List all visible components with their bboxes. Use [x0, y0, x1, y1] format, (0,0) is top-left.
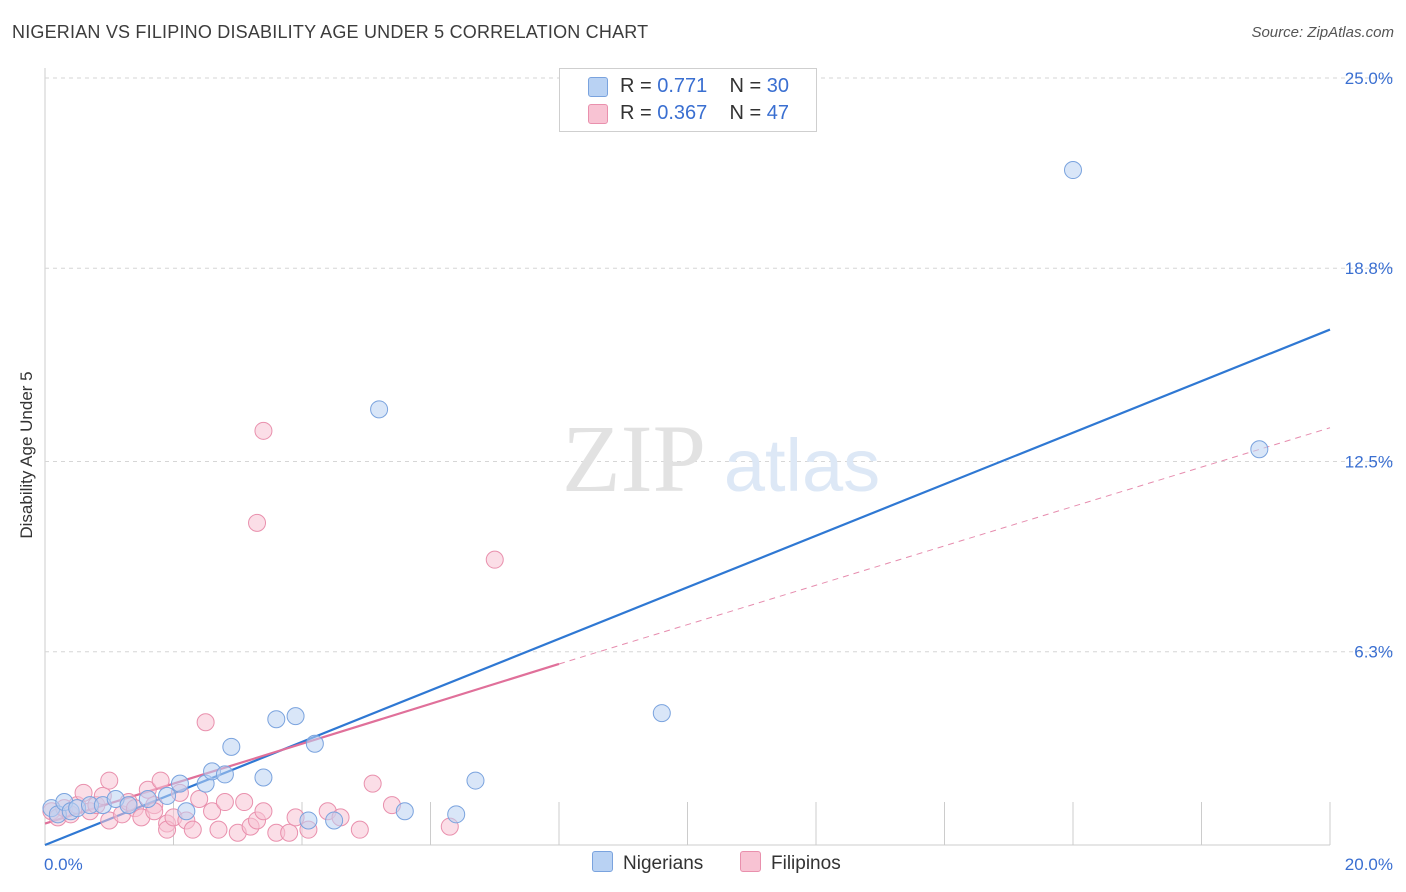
nigerians-point — [267, 710, 286, 729]
legend-nigerians-label: Nigerians — [623, 853, 704, 874]
legend-n-label: N = — [729, 102, 762, 124]
nigerians-point — [119, 796, 138, 815]
filipinos-point — [100, 771, 119, 790]
filipinos-point — [363, 774, 382, 793]
y-tick-label: 12.5% — [1345, 453, 1393, 472]
filipinos-point — [209, 820, 228, 839]
nigerians-point — [370, 400, 389, 419]
y-tick-label: 6.3% — [1354, 643, 1393, 662]
filipinos-point — [235, 793, 254, 812]
nigerians-point — [325, 811, 344, 830]
correlation-legend: R = 0.771 N = 30 R = 0.367 N = 47 — [559, 68, 817, 132]
legend-filipinos-label: Filipinos — [771, 853, 841, 874]
legend-r-value: 0.771 — [657, 75, 708, 97]
filipinos-point — [203, 802, 222, 821]
legend-n-value: 30 — [766, 75, 790, 97]
legend-nigerians: Nigerians — [592, 851, 703, 875]
legend-r-value: 0.367 — [657, 102, 708, 124]
legend-filipinos: Filipinos — [740, 851, 841, 875]
legend-swatch-blue — [592, 851, 613, 872]
filipinos-points — [42, 421, 504, 842]
chart-source: Source: ZipAtlas.com — [1251, 24, 1394, 41]
filipinos-point — [183, 820, 202, 839]
filipinos-point — [248, 513, 267, 532]
nigerians-point — [652, 704, 671, 723]
filipinos-point — [485, 550, 504, 569]
gridlines — [44, 68, 1395, 846]
nigerians-point — [466, 771, 485, 790]
legend-n-value: 47 — [766, 102, 790, 124]
watermark-atlas: atlas — [724, 424, 880, 507]
filipinos-point — [280, 823, 299, 842]
nigerians-point — [286, 707, 305, 726]
legend-n-label: N = — [729, 75, 762, 97]
nigerians-point — [222, 737, 241, 756]
filipinos-point — [350, 820, 369, 839]
legend-swatch-pink — [588, 104, 608, 124]
nigerians-point — [299, 811, 318, 830]
watermark: ZIP atlas — [562, 405, 880, 512]
y-tick-label: 18.8% — [1345, 259, 1393, 278]
nigerians-point — [158, 786, 177, 805]
legend-swatch-blue — [588, 77, 608, 97]
x-tick-label: 20.0% — [1345, 855, 1393, 874]
nigerians-point — [170, 774, 189, 793]
nigerians-point — [447, 805, 466, 824]
legend-r-label: R = — [620, 75, 652, 97]
nigerians-point — [1064, 161, 1082, 180]
filipinos-trend-extended — [558, 427, 1331, 665]
nigerians-point — [138, 789, 157, 808]
filipinos-point — [196, 713, 215, 732]
nigerians-point — [215, 765, 234, 784]
chart-title: NIGERIAN VS FILIPINO DISABILITY AGE UNDE… — [12, 22, 649, 42]
filipinos-point — [215, 793, 234, 812]
tick-labels: 6.3% 12.5% 18.8% 25.0% 0.0% 20.0% — [44, 69, 1393, 874]
filipinos-point — [254, 802, 273, 821]
x-tick-label: 0.0% — [44, 855, 83, 874]
nigerians-point — [177, 802, 196, 821]
legend-swatch-pink — [740, 851, 761, 872]
nigerians-point — [1250, 440, 1269, 459]
nigerians-point — [305, 734, 324, 753]
filipinos-point — [151, 771, 170, 790]
y-tick-label: 25.0% — [1345, 69, 1393, 88]
nigerians-point — [254, 768, 273, 787]
nigerians-points — [42, 161, 1269, 830]
filipinos-point — [254, 421, 273, 440]
watermark-zip: ZIP — [562, 405, 706, 512]
filipinos-point — [190, 789, 209, 808]
nigerians-trend-line — [44, 328, 1331, 847]
nigerians-point — [395, 802, 414, 821]
legend-r-label: R = — [620, 102, 652, 124]
